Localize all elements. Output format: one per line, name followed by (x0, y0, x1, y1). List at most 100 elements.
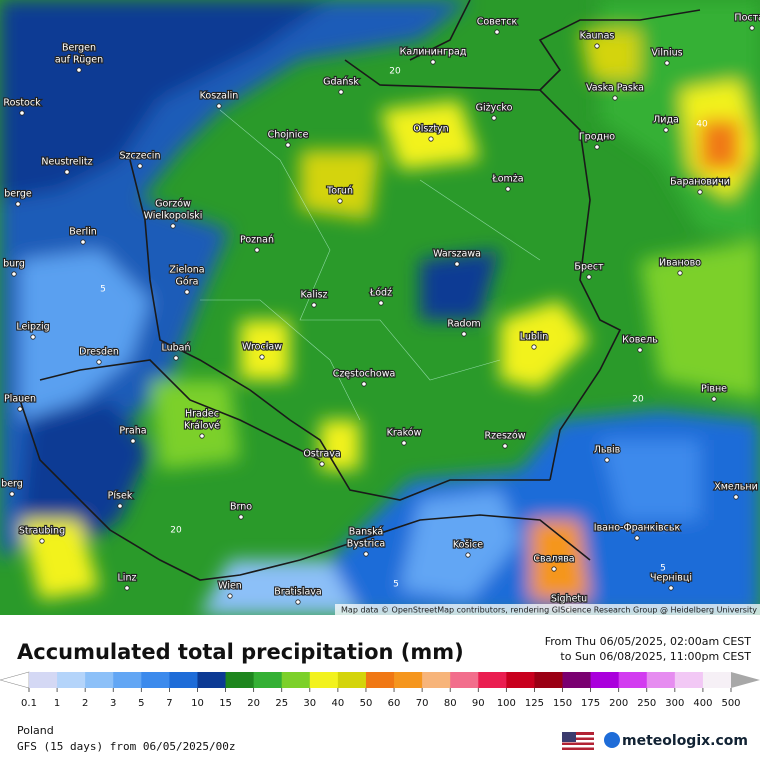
legend-swatch (225, 672, 255, 688)
city-label: berg (1, 479, 23, 490)
city-dot (227, 593, 233, 599)
city-dot (17, 406, 23, 412)
contour-label: 20 (170, 526, 182, 536)
city-label: Барановичи (670, 177, 730, 188)
contour-label: 5 (393, 580, 399, 590)
city-label: Leipzig (16, 322, 49, 333)
legend-tick-label: 175 (581, 698, 600, 709)
city-label: Ostrava (303, 449, 340, 460)
city-dot (677, 270, 683, 276)
city-label: Иваново (659, 258, 701, 269)
legend-tick-label: 10 (191, 698, 204, 709)
regions (200, 109, 541, 421)
city-label: Poznań (240, 235, 274, 246)
city-dot (337, 198, 343, 204)
city-label: Bratislava (274, 587, 321, 598)
city-dot (505, 186, 511, 192)
city-dot (401, 440, 407, 446)
legend-swatch (562, 672, 592, 688)
city-dot (586, 274, 592, 280)
city-dot (637, 347, 643, 353)
model: GFS (15 days) from 06/05/2025/00z (17, 740, 236, 753)
legend-tick-label: 40 (332, 698, 345, 709)
legend-swatch (281, 672, 311, 688)
city-label: Linz (118, 573, 137, 584)
city-label: Чернівці (650, 573, 692, 584)
legend-swatch (365, 672, 395, 688)
city-dot (238, 514, 244, 520)
legend-swatch (534, 672, 564, 688)
city-dot (117, 503, 123, 509)
city-label: Neustrelitz (41, 157, 92, 168)
attribution: Map data © OpenStreetMap contributors, r… (341, 606, 757, 615)
city-dot (137, 163, 143, 169)
city-label: Wielkopolski (144, 211, 203, 222)
legend-swatch (57, 672, 86, 688)
contour-label: 5 (100, 285, 106, 295)
city-label: Калининград (400, 47, 467, 58)
city-dot (531, 344, 537, 350)
legend-swatch (29, 672, 58, 688)
city-dot (664, 60, 670, 66)
legend-swatch (422, 672, 451, 688)
city-dot (130, 438, 136, 444)
city-label: Свалява (533, 554, 574, 565)
city-label: berge (4, 189, 32, 200)
city-label: Banská (349, 527, 383, 538)
city-label: Vaska Paska (586, 83, 644, 94)
contour-label: 20 (389, 67, 401, 77)
legend-tick-label: 150 (553, 698, 572, 709)
city-dot (749, 25, 755, 31)
city-dot (461, 331, 467, 337)
contour-label: 5 (660, 564, 666, 574)
city-label: Łódź (369, 288, 392, 299)
legend-swatch (309, 672, 339, 688)
city-dot (9, 491, 15, 497)
legend-tick-label: 25 (275, 698, 288, 709)
city-label: Ковель (622, 335, 658, 346)
legend-swatch (478, 672, 507, 688)
city-dot (454, 261, 460, 267)
city-dot (502, 443, 508, 449)
city-dot (378, 300, 384, 306)
city-dot (663, 127, 669, 133)
title: Accumulated total precipitation (mm) (17, 640, 464, 664)
city-label: Radom (447, 319, 480, 330)
city-dot (216, 103, 222, 109)
city-dot (319, 461, 325, 467)
contour-label: 40 (696, 120, 708, 130)
city-label: Івано-Франківськ (594, 523, 681, 534)
legend-tick-label: 80 (444, 698, 457, 709)
legend-tick-label: 60 (388, 698, 401, 709)
legend-swatch (141, 672, 170, 688)
city-dot (199, 433, 205, 439)
city-dot (594, 43, 600, 49)
legend-tick-label: 100 (497, 698, 516, 709)
legend-swatch (450, 672, 479, 688)
city-label: Лида (653, 115, 679, 126)
city-label: Bystrica (347, 539, 385, 550)
city-dot (491, 115, 497, 121)
map (0, 0, 760, 615)
city-dot (80, 239, 86, 245)
legend-swatch (506, 672, 535, 688)
city-label: Warszawa (433, 249, 481, 260)
city-label: Olsztyn (413, 124, 448, 135)
city-label: Gdańsk (323, 77, 359, 88)
city-label: Рівне (701, 384, 727, 395)
legend-tick-label: 2 (82, 698, 88, 709)
city-dot (19, 110, 25, 116)
city-label: Košice (453, 540, 483, 551)
legend-swatch (646, 672, 676, 688)
legend-tick-label: 7 (166, 698, 172, 709)
city-label: Gorzów (155, 199, 191, 210)
city-label: Hradec (185, 409, 219, 420)
city-dot (15, 201, 21, 207)
city-label: Rostock (3, 98, 41, 109)
city-label: Rzeszów (485, 431, 526, 442)
legend-tick-label: 125 (525, 698, 544, 709)
city-label: Kaunas (580, 31, 615, 42)
city-dot (285, 142, 291, 148)
city-dot (604, 457, 610, 463)
